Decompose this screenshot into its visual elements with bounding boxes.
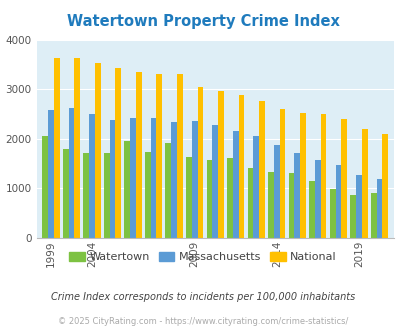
Bar — [341, 119, 346, 238]
Bar — [370, 193, 376, 238]
Bar — [124, 141, 130, 238]
Bar — [335, 165, 341, 238]
Bar — [185, 157, 191, 238]
Bar — [232, 131, 238, 238]
Bar — [212, 125, 217, 238]
Bar — [238, 95, 244, 238]
Bar — [171, 122, 177, 238]
Bar — [150, 118, 156, 238]
Bar — [217, 91, 223, 238]
Bar — [288, 173, 294, 238]
Bar — [177, 74, 182, 238]
Bar — [294, 153, 299, 238]
Bar — [226, 158, 232, 238]
Bar — [247, 168, 253, 238]
Bar — [89, 115, 95, 238]
Bar — [165, 143, 171, 238]
Bar — [279, 109, 285, 238]
Bar — [48, 110, 53, 238]
Bar — [136, 72, 141, 238]
Bar — [258, 102, 264, 238]
Bar — [273, 145, 279, 238]
Bar — [115, 68, 121, 238]
Bar — [299, 114, 305, 238]
Bar — [267, 172, 273, 238]
Bar — [130, 118, 136, 238]
Bar — [191, 121, 197, 238]
Text: Watertown Property Crime Index: Watertown Property Crime Index — [66, 14, 339, 29]
Bar — [53, 58, 60, 238]
Bar — [68, 108, 74, 238]
Bar — [355, 175, 361, 238]
Bar — [253, 136, 258, 238]
Bar — [95, 63, 100, 238]
Bar — [74, 58, 80, 238]
Bar — [83, 153, 89, 238]
Bar — [382, 134, 387, 238]
Bar — [320, 115, 326, 238]
Bar — [109, 120, 115, 238]
Bar — [197, 87, 203, 238]
Bar — [361, 129, 367, 238]
Bar — [314, 160, 320, 238]
Legend: Watertown, Massachusetts, National: Watertown, Massachusetts, National — [65, 248, 340, 267]
Bar — [145, 152, 150, 238]
Text: Crime Index corresponds to incidents per 100,000 inhabitants: Crime Index corresponds to incidents per… — [51, 292, 354, 302]
Bar — [104, 153, 109, 238]
Text: © 2025 CityRating.com - https://www.cityrating.com/crime-statistics/: © 2025 CityRating.com - https://www.city… — [58, 317, 347, 326]
Bar — [376, 179, 382, 238]
Bar — [42, 136, 48, 238]
Bar — [309, 181, 314, 238]
Bar — [329, 189, 335, 238]
Bar — [206, 160, 212, 238]
Bar — [350, 194, 355, 238]
Bar — [63, 149, 68, 238]
Bar — [156, 74, 162, 238]
